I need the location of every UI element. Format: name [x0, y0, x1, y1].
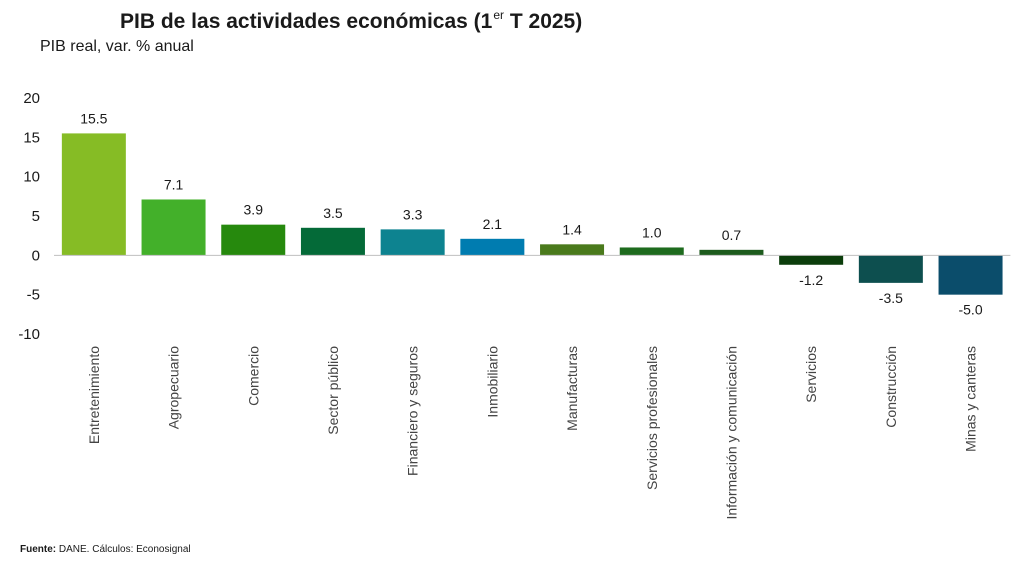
bar-construcción	[858, 255, 923, 283]
y-tick-label: -5	[27, 287, 40, 304]
source-text: DANE. Cálculos: Econosignal	[56, 544, 191, 555]
data-label: 3.3	[403, 206, 423, 222]
y-tick-label: 0	[32, 247, 40, 264]
x-tick-label: Información y comunicación	[723, 346, 739, 520]
bar-minas-y-canteras	[938, 255, 1003, 295]
y-tick-label: 15	[23, 129, 40, 146]
data-label: -5.0	[958, 302, 982, 318]
bar-información-y-comunicación	[699, 249, 764, 256]
bar-manufacturas	[540, 244, 605, 256]
data-label: 15.5	[80, 110, 107, 126]
data-label: 1.0	[642, 224, 662, 240]
data-label: 2.1	[483, 216, 503, 232]
data-label: 0.7	[722, 227, 742, 243]
value-labels: 15.5 7.1 3.9 3.5 3.3 2.1 1.4 1.0 0.7 -1.2 -3.5 -5.0	[80, 110, 983, 317]
bar-agropecuario	[141, 199, 206, 256]
x-tick-label: Inmobiliario	[484, 346, 500, 418]
x-tick-label: Sector público	[325, 346, 341, 435]
bar-inmobiliario	[460, 238, 525, 256]
data-label: -1.2	[799, 272, 823, 288]
y-axis: 20 15 10 5 0 -5 -10	[18, 90, 40, 343]
x-tick-label: Servicios	[803, 346, 819, 403]
source-label: Fuente:	[20, 544, 57, 555]
chart-title-main: PIB de las actividades económicas (1	[120, 10, 493, 33]
data-label: 3.9	[244, 202, 264, 218]
chart-title-superscript: er	[493, 8, 505, 22]
y-tick-label: 20	[23, 90, 40, 107]
x-tick-label: Comercio	[245, 346, 261, 406]
bar-sector-público	[300, 227, 365, 256]
chart-title-tail: T 2025)	[504, 10, 583, 33]
y-axis-unit-label: PIB real, var. % anual	[40, 38, 194, 55]
x-tick-label: Agropecuario	[166, 346, 182, 429]
y-tick-label: -10	[18, 326, 40, 343]
bar-entretenimiento	[61, 133, 126, 256]
x-tick-label: Financiero y seguros	[405, 346, 421, 476]
data-label: -3.5	[879, 290, 903, 306]
chart-title: PIB de las actividades económicas (1er T…	[120, 8, 582, 34]
x-tick-label: Minas y canteras	[963, 346, 979, 452]
bars	[61, 133, 1003, 295]
data-label: 7.1	[164, 176, 184, 192]
x-tick-label: Servicios profesionales	[644, 346, 660, 490]
y-tick-label: 10	[23, 169, 40, 186]
bar-servicios-profesionales	[619, 247, 684, 256]
data-label: 3.5	[323, 205, 343, 221]
bar-comercio	[221, 224, 286, 256]
x-tick-label: Construcción	[883, 346, 899, 428]
y-tick-label: 5	[32, 208, 40, 225]
x-tick-label: Entretenimiento	[86, 346, 102, 444]
bar-servicios	[779, 255, 844, 265]
bar-financiero-y-seguros	[380, 229, 445, 256]
source-note: Fuente: DANE. Cálculos: Econosignal	[20, 544, 191, 555]
x-axis-category-labels: Entretenimiento Agropecuario Comercio Secto…	[86, 346, 979, 520]
x-tick-label: Manufacturas	[564, 346, 580, 431]
data-label: 1.4	[562, 221, 582, 237]
